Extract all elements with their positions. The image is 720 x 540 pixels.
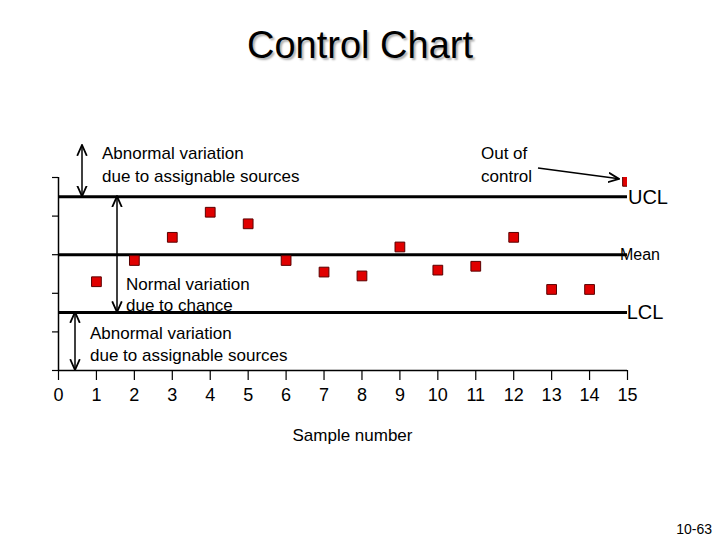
svg-text:13: 13 (542, 385, 562, 405)
svg-text:7: 7 (319, 385, 329, 405)
svg-text:LCL: LCL (627, 301, 664, 323)
svg-text:Abnormal variation: Abnormal variation (102, 144, 244, 163)
svg-text:5: 5 (243, 385, 253, 405)
html-text:Control Chart: Control Chart (247, 24, 473, 66)
svg-text:due to chance: due to chance (126, 296, 233, 315)
svg-text:6: 6 (281, 385, 291, 405)
svg-text:15: 15 (617, 385, 637, 405)
svg-text:12: 12 (504, 385, 524, 405)
svg-text:due to assignable sources: due to assignable sources (102, 167, 300, 186)
svg-text:9: 9 (395, 385, 405, 405)
svg-text:3: 3 (167, 385, 177, 405)
svg-text:Mean: Mean (620, 246, 660, 263)
svg-text:Normal variation: Normal variation (126, 275, 250, 294)
svg-text:2: 2 (129, 385, 139, 405)
svg-text:UCL: UCL (628, 186, 668, 208)
svg-text:8: 8 (357, 385, 367, 405)
svg-text:Sample number: Sample number (292, 426, 412, 445)
svg-text:Out of: Out of (481, 144, 528, 163)
svg-text:0: 0 (53, 385, 63, 405)
svg-text:due to assignable sources: due to assignable sources (90, 346, 288, 365)
svg-text:Abnormal variation: Abnormal variation (90, 324, 232, 343)
svg-text:4: 4 (205, 385, 215, 405)
svg-text:11: 11 (466, 385, 485, 405)
svg-text:14: 14 (580, 385, 600, 405)
svg-text:1: 1 (91, 385, 101, 405)
svg-text:control: control (481, 167, 532, 186)
svg-text:10-63: 10-63 (676, 521, 712, 537)
svg-text:10: 10 (428, 385, 448, 405)
